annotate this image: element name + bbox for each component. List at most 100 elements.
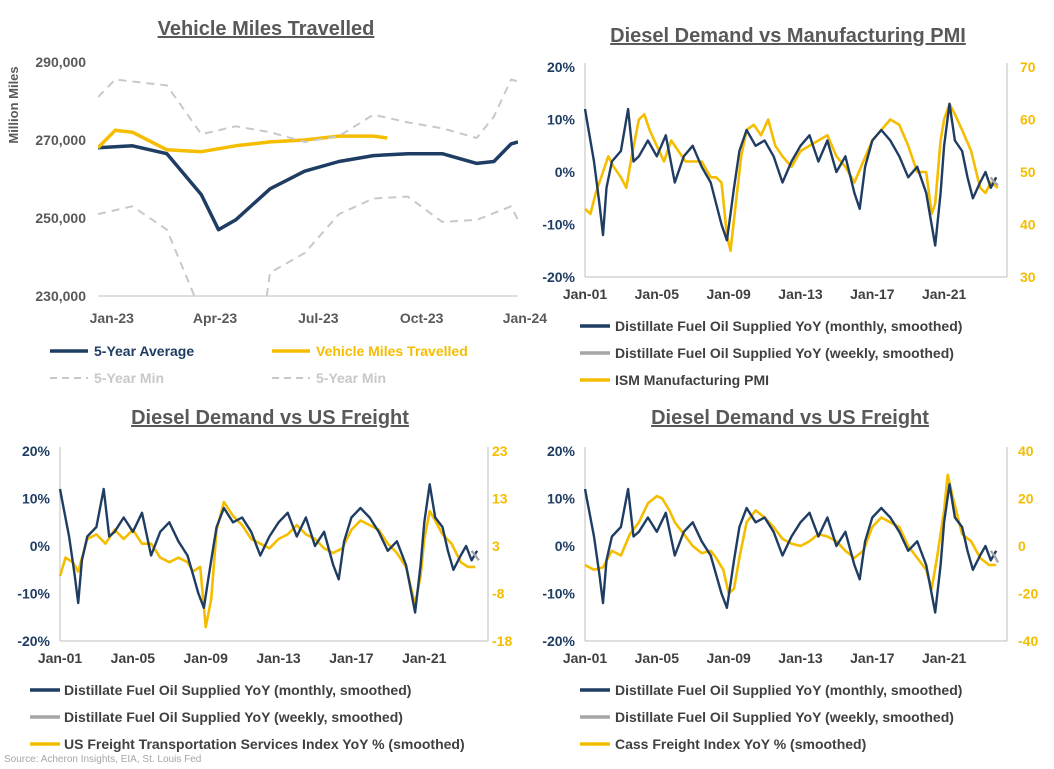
- x-tick: Jan-01: [563, 286, 608, 302]
- y-tick-right: 20: [1018, 491, 1034, 507]
- vmt-x-tick: Apr-23: [193, 310, 238, 326]
- x-tick: Jan-17: [329, 650, 374, 666]
- y-tick-right: 0: [1018, 538, 1026, 554]
- vmt-x-tick: Jan-23: [90, 310, 135, 326]
- vmt-y-tick: 250,000: [35, 210, 86, 226]
- x-tick: Jan-17: [850, 286, 895, 302]
- y-tick-right: -40: [1018, 633, 1038, 649]
- freight1-title: Diesel Demand vs US Freight: [131, 407, 409, 429]
- legend-pmi-weekly: Distillate Fuel Oil Supplied YoY (weekly…: [615, 345, 954, 361]
- vmt-plot-area: 230,000 250,000 270,000 290,000 Jan-23 Apr-23…: [35, 54, 547, 326]
- y-tick-left: -10%: [542, 586, 575, 602]
- series-line-navy: [583, 102, 998, 247]
- legend-vmt: Vehicle Miles Travelled: [316, 343, 468, 359]
- legend-f2-monthly: Distillate Fuel Oil Supplied YoY (monthl…: [615, 682, 962, 698]
- freight1-legend: Distillate Fuel Oil Supplied YoY (monthl…: [30, 682, 465, 752]
- y-tick-left: 0%: [555, 164, 576, 180]
- vmt-y-tick: 270,000: [35, 132, 86, 148]
- y-tick-right: 3: [492, 538, 500, 554]
- y-tick-right: -8: [492, 586, 505, 602]
- series-line-gray: [470, 550, 480, 562]
- legend-5yr-average: 5-Year Average: [94, 343, 194, 359]
- vmt-legend: 5-Year Average Vehicle Miles Travelled 5…: [50, 343, 468, 386]
- legend-pmi-monthly: Distillate Fuel Oil Supplied YoY (monthl…: [615, 318, 962, 334]
- series-line-gray: [989, 550, 1000, 564]
- freight2-plot-area: -20% -10% 0% 10% 20% -40 -20 0 20 40 Jan-01 Jan-05 J…: [542, 443, 1038, 666]
- legend-f2-cass: Cass Freight Index YoY % (smoothed): [615, 736, 866, 752]
- legend-f1-monthly: Distillate Fuel Oil Supplied YoY (monthl…: [64, 682, 411, 698]
- vmt-panel: Vehicle Miles Travelled Million Miles 23…: [6, 18, 547, 386]
- y-tick-right: -18: [492, 633, 512, 649]
- vmt-x-tick: Jul-23: [298, 310, 339, 326]
- x-tick: Jan-05: [635, 286, 680, 302]
- y-tick-left: 20%: [547, 59, 576, 75]
- series-line-gold: [584, 102, 999, 253]
- vmt-series-line: [98, 205, 196, 296]
- freight2-legend: Distillate Fuel Oil Supplied YoY (monthl…: [580, 682, 962, 752]
- pmi-legend: Distillate Fuel Oil Supplied YoY (monthl…: [580, 318, 962, 388]
- y-tick-right: 70: [1020, 59, 1036, 75]
- vmt-series-line: [98, 78, 518, 143]
- x-tick: Jan-21: [922, 286, 967, 302]
- legend-f1-weekly: Distillate Fuel Oil Supplied YoY (weekly…: [64, 709, 403, 725]
- pmi-title: Diesel Demand vs Manufacturing PMI: [610, 25, 966, 47]
- y-tick-left: 0%: [555, 538, 576, 554]
- vmt-x-tick: Oct-23: [400, 310, 444, 326]
- vmt-ylabel: Million Miles: [6, 66, 21, 143]
- y-tick-right: 60: [1020, 112, 1036, 128]
- x-tick: Jan-05: [111, 650, 156, 666]
- x-tick: Jan-13: [256, 650, 301, 666]
- x-tick: Jan-09: [706, 286, 751, 302]
- pmi-panel: Diesel Demand vs Manufacturing PMI -20%-…: [542, 25, 1035, 388]
- vmt-series-line: [265, 195, 518, 296]
- vmt-y-tick: 230,000: [35, 288, 86, 304]
- y-tick-left: 10%: [547, 112, 576, 128]
- series-line-gray: [989, 176, 999, 187]
- freight2-title: Diesel Demand vs US Freight: [651, 407, 929, 429]
- vmt-title: Vehicle Miles Travelled: [158, 18, 375, 40]
- y-tick-right: 30: [1020, 269, 1036, 285]
- x-tick: Jan-17: [850, 650, 895, 666]
- x-tick: Jan-09: [184, 650, 229, 666]
- legend-f1-freight: US Freight Transportation Services Index…: [64, 736, 465, 752]
- x-tick: Jan-21: [922, 650, 967, 666]
- y-tick-right: 13: [492, 491, 508, 507]
- series-line-gold: [584, 473, 997, 595]
- x-tick: Jan-21: [402, 650, 447, 666]
- y-tick-right: 23: [492, 443, 508, 459]
- y-tick-left: -20%: [542, 633, 575, 649]
- legend-f2-weekly: Distillate Fuel Oil Supplied YoY (weekly…: [615, 709, 954, 725]
- x-tick: Jan-01: [563, 650, 608, 666]
- y-tick-left: -10%: [17, 586, 50, 602]
- vmt-series-line: [98, 140, 518, 232]
- legend-5yr-min-a: 5-Year Min: [94, 370, 164, 386]
- y-tick-left: -10%: [542, 217, 575, 233]
- y-tick-left: 20%: [22, 443, 51, 459]
- x-tick: Jan-09: [706, 650, 751, 666]
- legend-pmi-ism: ISM Manufacturing PMI: [615, 372, 769, 388]
- pmi-plot-area: -20% -10% 0% 10% 20% 30 40 50 60 70 Jan-01 Jan-05 Ja…: [542, 59, 1035, 302]
- freight1-panel: Diesel Demand vs US Freight -20% -10% 0% 10…: [17, 407, 512, 752]
- y-tick-left: -20%: [542, 269, 575, 285]
- y-tick-right: 40: [1020, 217, 1036, 233]
- y-tick-right: 40: [1018, 443, 1034, 459]
- y-tick-right: -20: [1018, 586, 1038, 602]
- x-tick: Jan-13: [778, 286, 823, 302]
- y-tick-left: 0%: [30, 538, 51, 554]
- y-tick-left: 20%: [547, 443, 576, 459]
- y-tick-left: 10%: [22, 491, 51, 507]
- freight2-panel: Diesel Demand vs US Freight -20% -10% 0% 10…: [542, 407, 1038, 752]
- vmt-series-line: [98, 128, 388, 154]
- x-tick: Jan-05: [635, 650, 680, 666]
- series-line-navy: [58, 483, 479, 614]
- y-tick-left: 10%: [547, 491, 576, 507]
- legend-5yr-min-b: 5-Year Min: [316, 370, 386, 386]
- y-tick-left: -20%: [17, 633, 50, 649]
- vmt-y-tick: 290,000: [35, 54, 86, 70]
- series-line-navy: [583, 483, 998, 614]
- x-tick: Jan-13: [778, 650, 823, 666]
- vmt-x-tick: Jan-24: [503, 310, 548, 326]
- y-tick-right: 50: [1020, 164, 1036, 180]
- source-note: Source: Acheron Insights, EIA, St. Louis…: [4, 754, 201, 765]
